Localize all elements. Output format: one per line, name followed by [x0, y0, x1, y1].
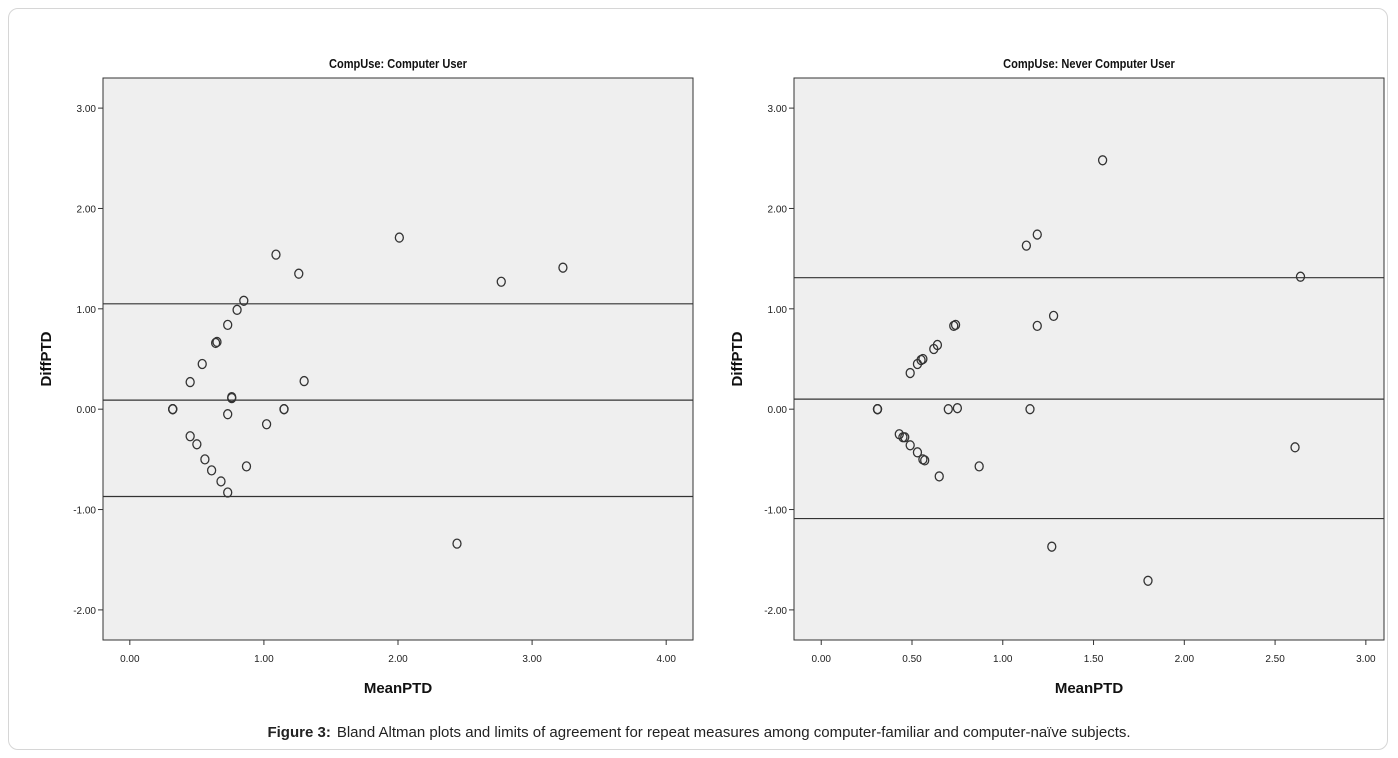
- data-point: [496, 276, 506, 287]
- y-tick-label: 3.00: [768, 104, 788, 115]
- x-tick-label: 1.00: [254, 654, 274, 665]
- x-tick-label: 0.00: [811, 654, 831, 665]
- y-tick-label: 0.00: [768, 405, 788, 416]
- plot-area: [102, 77, 694, 641]
- data-point: [918, 353, 928, 365]
- x-tick-label: 3.00: [522, 654, 542, 665]
- y-tick-label: -2.00: [73, 606, 96, 617]
- y-tick-label: 1.00: [768, 305, 788, 316]
- x-tick-label: 2.50: [1265, 654, 1285, 665]
- data-point: [1047, 541, 1057, 552]
- data-point: [950, 319, 961, 331]
- y-tick-label: 2.00: [768, 204, 788, 215]
- data-point: [261, 419, 272, 430]
- data-point: [1143, 575, 1153, 586]
- data-point: [1021, 240, 1032, 251]
- data-point: [1097, 155, 1108, 166]
- y-tick-label: 0.00: [77, 405, 97, 416]
- x-tick-label: 4.00: [656, 654, 676, 665]
- data-point: [206, 465, 217, 476]
- data-point: [905, 367, 915, 379]
- data-point: [168, 404, 178, 415]
- x-tick-label: 2.00: [1175, 654, 1195, 665]
- data-point: [197, 358, 207, 370]
- data-point: [934, 471, 944, 482]
- data-point: [558, 262, 568, 273]
- y-tick-label: -1.00: [764, 506, 787, 517]
- data-point: [223, 409, 233, 420]
- caption-text: Bland Altman plots and limits of agreeme…: [336, 724, 1131, 741]
- data-point: [223, 487, 233, 498]
- data-point: [185, 376, 195, 388]
- x-axis-label: MeanPTD: [1055, 680, 1124, 697]
- y-tick-label: -1.00: [73, 506, 96, 517]
- y-tick-label: 2.00: [77, 204, 97, 215]
- data-point: [212, 336, 222, 348]
- x-tick-label: 2.00: [388, 654, 408, 665]
- y-tick-label: -2.00: [764, 606, 787, 617]
- data-point: [974, 461, 984, 472]
- data-point: [279, 404, 289, 415]
- y-axis-label: DiffPTD: [729, 331, 746, 386]
- x-tick-label: 1.50: [1084, 654, 1104, 665]
- data-point: [932, 339, 943, 351]
- data-point: [192, 439, 202, 450]
- data-point: [872, 404, 883, 415]
- data-point: [227, 391, 237, 403]
- data-point: [1032, 229, 1042, 240]
- data-point: [210, 337, 221, 349]
- data-point: [200, 454, 210, 465]
- x-axis-label: MeanPTD: [364, 680, 433, 697]
- x-tick-label: 1.00: [993, 654, 1013, 665]
- caption-label: Figure 3:: [267, 724, 331, 741]
- chart-title: CompUse: Computer User: [329, 56, 467, 71]
- x-tick-label: 0.50: [902, 654, 922, 665]
- y-tick-label: 3.00: [77, 104, 97, 115]
- data-point: [299, 375, 309, 387]
- plot-area: [793, 77, 1385, 641]
- chart-panel-1: CompUse: Computer User -2.00 -1.00 0.00 1.00…: [38, 56, 694, 697]
- data-point: [952, 403, 963, 414]
- data-point: [271, 249, 281, 260]
- x-tick-label: 0.00: [120, 654, 140, 665]
- data-point: [294, 268, 304, 279]
- chart-panel-2: CompUse: Never Computer User -2.00 -1.00 0.…: [729, 56, 1385, 697]
- x-tick-label: 3.00: [1356, 654, 1376, 665]
- chart-title: CompUse: Never Computer User: [1003, 56, 1175, 71]
- y-tick-label: 1.00: [77, 305, 97, 316]
- data-point: [1048, 310, 1059, 321]
- data-point: [905, 440, 915, 451]
- y-axis-label: DiffPTD: [38, 331, 55, 386]
- data-point: [900, 432, 910, 443]
- data-point: [920, 455, 930, 466]
- data-point: [185, 431, 195, 442]
- data-point: [216, 476, 226, 487]
- data-point: [239, 295, 249, 306]
- data-point: [943, 404, 953, 415]
- data-point: [232, 304, 242, 315]
- data-point: [912, 447, 923, 458]
- data-point: [1025, 404, 1035, 415]
- data-point: [452, 538, 462, 549]
- data-point: [241, 461, 252, 472]
- data-point: [394, 232, 404, 243]
- data-point: [1032, 320, 1042, 332]
- data-point: [223, 319, 233, 331]
- data-point: [1290, 442, 1300, 453]
- data-point: [1295, 271, 1306, 282]
- figure-caption: Figure 3: Bland Altman plots and limits o…: [0, 724, 1398, 741]
